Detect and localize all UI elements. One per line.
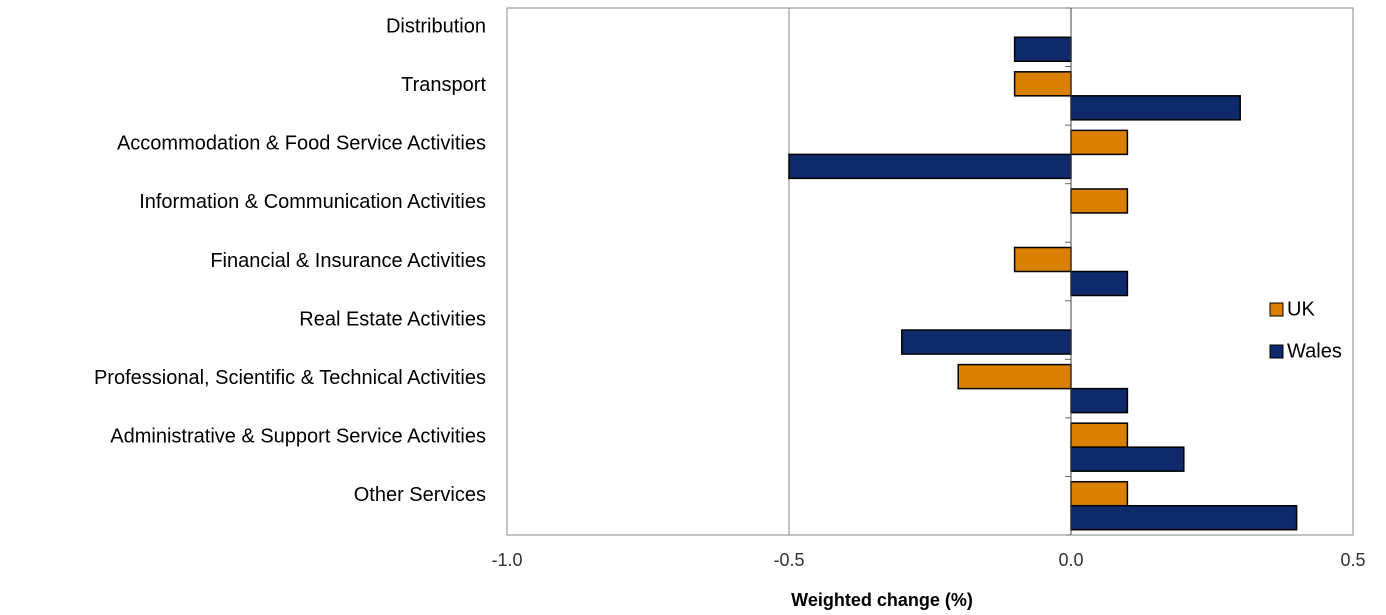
bar <box>1013 246 1072 273</box>
legend-label: Wales <box>1287 340 1342 362</box>
bar <box>1013 71 1072 97</box>
bar <box>1070 188 1129 214</box>
y-tick-label: Real Estate Activities <box>299 308 486 330</box>
x-tick-label: -0.5 <box>773 550 804 570</box>
y-tick-label: Information & Communication Activities <box>139 191 486 213</box>
y-tick-label: Distribution <box>386 16 486 38</box>
bar <box>1070 480 1129 507</box>
bar <box>1070 387 1129 414</box>
y-tick-label: Transport <box>401 74 486 96</box>
x-axis-label: Weighted change (%) <box>791 590 973 610</box>
bar <box>1070 446 1185 472</box>
legend-swatch <box>1269 302 1284 317</box>
y-tick-label: Financial & Insurance Activities <box>210 250 486 272</box>
y-tick-label: Professional, Scientific & Technical Act… <box>94 367 486 389</box>
bar <box>957 363 1072 390</box>
y-tick-label: Other Services <box>354 484 486 506</box>
bar <box>901 329 1072 355</box>
bar <box>1070 504 1298 531</box>
legend-label: UK <box>1287 298 1315 320</box>
x-tick-label: 0.5 <box>1340 550 1365 570</box>
bar <box>1070 129 1129 156</box>
bar <box>1070 422 1129 448</box>
x-tick-label: 0.0 <box>1058 550 1083 570</box>
bar <box>1013 36 1072 63</box>
x-tick-label: -1.0 <box>491 550 522 570</box>
bar <box>1070 270 1129 297</box>
bar <box>788 153 1072 180</box>
plot-area <box>506 7 1354 536</box>
y-tick-label: Administrative & Support Service Activit… <box>110 425 486 447</box>
bar <box>1070 95 1241 121</box>
y-tick-label: Accommodation & Food Service Activities <box>117 133 486 155</box>
legend-swatch <box>1269 344 1284 359</box>
